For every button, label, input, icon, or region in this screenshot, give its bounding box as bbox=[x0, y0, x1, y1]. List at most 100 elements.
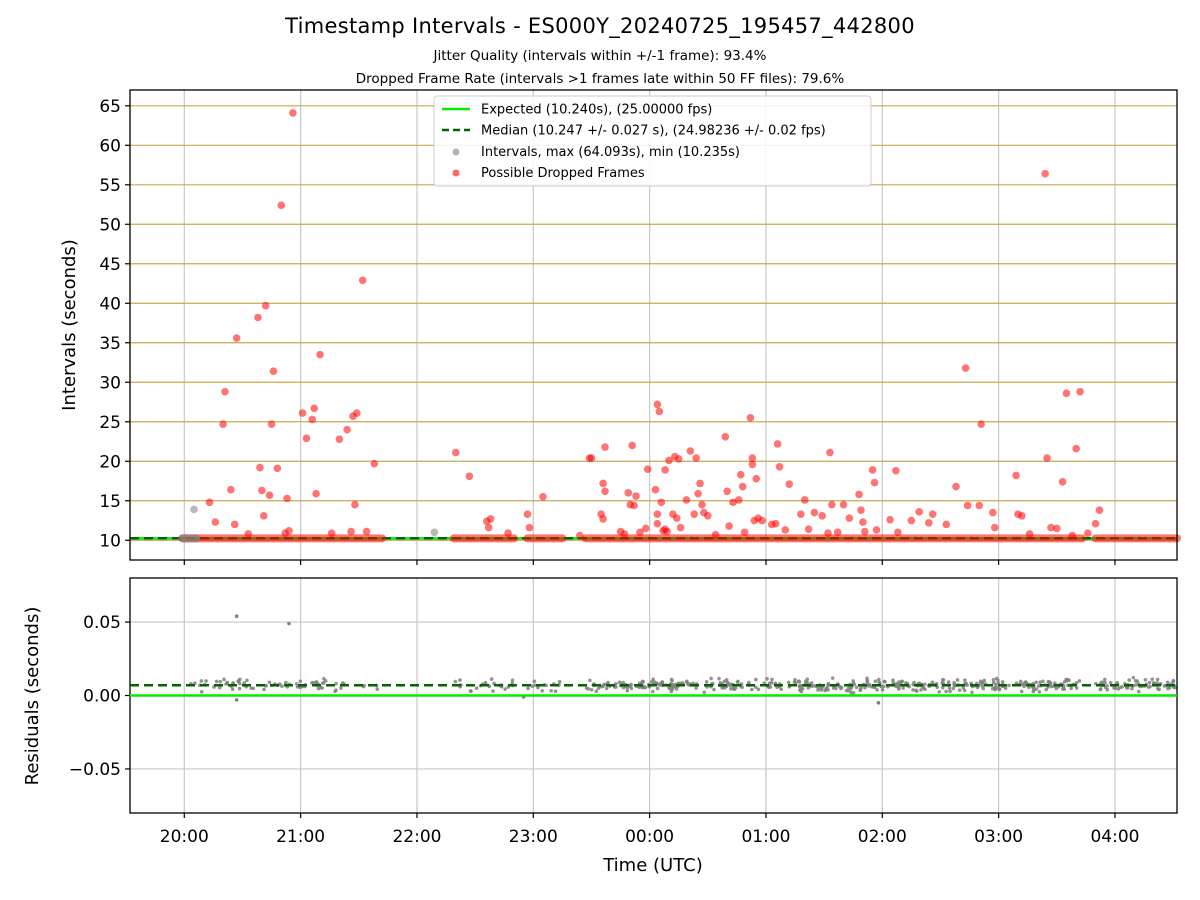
dropped-frame-point-22 bbox=[298, 409, 307, 417]
legend-dropped-marker bbox=[452, 169, 460, 177]
residual-point-115 bbox=[694, 686, 698, 690]
residual-point-40 bbox=[199, 690, 204, 694]
residual-point-65 bbox=[333, 689, 337, 694]
residuals-y-axis-label: Residuals (seconds) bbox=[22, 607, 43, 786]
dropped-frame-point-125 bbox=[859, 518, 867, 526]
residual-point-43 bbox=[199, 679, 204, 683]
dropped-frame-point-43 bbox=[504, 529, 512, 537]
residual-point-430 bbox=[640, 685, 645, 690]
dropped-frame-point-150 bbox=[1043, 454, 1051, 462]
dropped-frame-point-110 bbox=[781, 526, 790, 534]
residual-point-51 bbox=[298, 679, 303, 684]
dropped-frame-point-75 bbox=[665, 456, 673, 465]
dropped-frame-point-87 bbox=[698, 500, 706, 509]
residual-point-194 bbox=[849, 690, 853, 695]
dropped-frame-point-57 bbox=[624, 489, 633, 497]
dropped-frame-point-155 bbox=[1068, 531, 1077, 540]
residual-point-530 bbox=[1150, 677, 1155, 681]
residual-point-555 bbox=[1108, 681, 1113, 685]
time-xtick-label-4: 00:00 bbox=[625, 827, 674, 847]
residual-point-287 bbox=[851, 690, 856, 695]
residual-point-318 bbox=[816, 688, 820, 692]
dropped-frame-point-132 bbox=[894, 528, 902, 537]
residual-point-267 bbox=[819, 688, 824, 692]
residual-point-204 bbox=[655, 686, 660, 691]
intervals-ytick-label-2: 20 bbox=[99, 452, 121, 472]
residual-point-102 bbox=[536, 685, 540, 690]
dropped-frame-point-36 bbox=[362, 527, 371, 536]
residual-point-244 bbox=[588, 678, 592, 683]
residual-point-407 bbox=[824, 687, 828, 691]
residual-point-101 bbox=[557, 679, 562, 684]
dropped-frame-point-131 bbox=[892, 466, 900, 475]
residual-point-368 bbox=[672, 684, 676, 689]
dropped-frame-point-27 bbox=[316, 350, 324, 359]
dropped-frame-point-98 bbox=[740, 528, 749, 537]
dropped-frame-point-80 bbox=[676, 523, 685, 532]
residual-point-433 bbox=[863, 685, 867, 690]
dropped-frame-point-120 bbox=[833, 528, 842, 537]
residual-point-167 bbox=[702, 690, 707, 695]
dropped-frame-point-118 bbox=[826, 448, 834, 457]
residual-point-98 bbox=[540, 689, 545, 693]
residual-point-109 bbox=[991, 677, 996, 682]
dropped-frame-point-140 bbox=[963, 501, 972, 510]
dropped-frame-point-41 bbox=[484, 523, 493, 532]
residual-point-308 bbox=[970, 690, 974, 695]
residual-point-176 bbox=[854, 685, 859, 690]
intervals-ytick-label-5: 35 bbox=[99, 334, 121, 354]
dropped-frame-point-74 bbox=[663, 527, 671, 536]
legend-median-label: Median (10.247 +/- 0.027 s), (24.98236 +… bbox=[481, 124, 826, 139]
dropped-frame-point-114 bbox=[804, 525, 813, 533]
dropped-frame-point-85 bbox=[694, 489, 702, 498]
residual-point-286 bbox=[709, 676, 713, 681]
dropped-frame-point-158 bbox=[1084, 529, 1092, 537]
dropped-frame-point-99 bbox=[746, 414, 755, 422]
dropped-frame-point-37 bbox=[370, 459, 379, 468]
chart-legend: Expected (10.240s), (25.00000 fps) Media… bbox=[433, 95, 872, 187]
residual-point-479 bbox=[729, 687, 733, 691]
dropped-frame-point-103 bbox=[752, 474, 761, 483]
dropped-frame-point-65 bbox=[651, 485, 660, 494]
residual-point-477 bbox=[1069, 686, 1074, 691]
residual-point-404 bbox=[756, 687, 761, 692]
residual-point-79 bbox=[458, 678, 462, 682]
residual-point-327 bbox=[1064, 677, 1068, 682]
dropped-frame-point-133 bbox=[907, 516, 916, 525]
residual-point-218 bbox=[594, 689, 599, 694]
residual-point-467 bbox=[1067, 678, 1071, 683]
residual-point-481 bbox=[1034, 687, 1039, 691]
time-xtick-label-1: 21:00 bbox=[276, 827, 325, 847]
dropped-frame-point-94 bbox=[729, 498, 737, 507]
residual-point-493 bbox=[852, 682, 857, 687]
dropped-frame-point-124 bbox=[857, 506, 865, 515]
residual-point-78 bbox=[503, 687, 507, 691]
dropped-frame-point-19 bbox=[283, 494, 291, 503]
residual-point-485 bbox=[1075, 686, 1079, 690]
residuals-reference-lines bbox=[130, 683, 1177, 697]
jitter-quality-subtitle: Jitter Quality (intervals within +/-1 fr… bbox=[433, 48, 767, 64]
residual-point-323 bbox=[963, 678, 967, 682]
dropped-frame-point-101 bbox=[748, 460, 757, 469]
residual-point-576 bbox=[1151, 681, 1156, 685]
time-axis-ticks: 20:00 21:00 22:00 23:00 00:00 01:00 02:00 03:00… bbox=[160, 813, 1139, 847]
intervals-ytick-label-4: 30 bbox=[99, 373, 121, 393]
dropped-frame-point-44 bbox=[523, 510, 532, 518]
residual-point-25 bbox=[294, 682, 299, 686]
residual-point-574 bbox=[1165, 680, 1170, 685]
residual-point-397 bbox=[793, 677, 797, 682]
residual-point-59 bbox=[362, 683, 366, 688]
residual-point-470 bbox=[941, 685, 945, 690]
dropped-frame-point-134 bbox=[915, 508, 923, 516]
residual-point-458 bbox=[846, 686, 851, 691]
intervals-ytick-label-7: 45 bbox=[99, 255, 121, 275]
dropped-frame-point-1 bbox=[211, 518, 220, 526]
dropped-frame-point-95 bbox=[735, 496, 743, 504]
dropped-frame-point-63 bbox=[641, 524, 650, 533]
residual-point-499 bbox=[732, 687, 737, 692]
residual-point-448 bbox=[953, 683, 957, 687]
residual-point-68 bbox=[217, 685, 222, 690]
dropped-frame-point-69 bbox=[655, 407, 664, 416]
dropped-frame-point-154 bbox=[1062, 389, 1071, 398]
